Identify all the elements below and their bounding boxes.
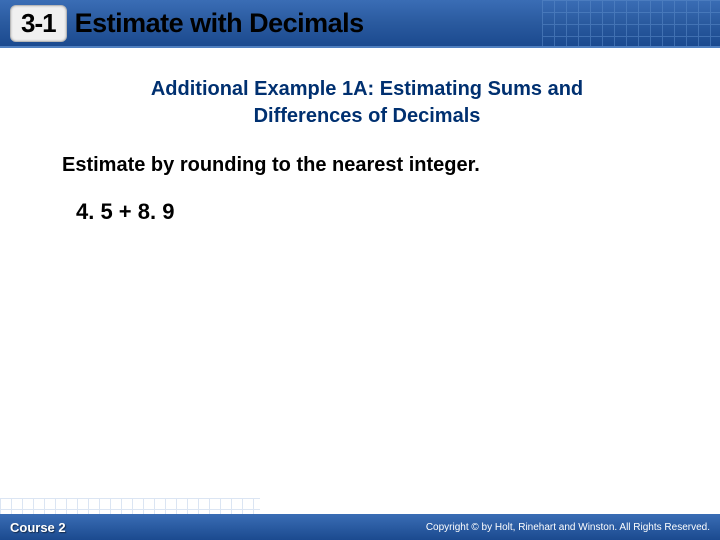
- lesson-number-badge: 3-1: [10, 5, 67, 42]
- lesson-title: Estimate with Decimals: [75, 8, 364, 39]
- slide-footer: Course 2 Copyright © by Holt, Rinehart a…: [0, 514, 720, 540]
- copyright-label: Copyright © by Holt, Rinehart and Winsto…: [426, 522, 710, 533]
- course-label: Course 2: [10, 520, 66, 535]
- lesson-header: 3-1 Estimate with Decimals: [0, 0, 720, 48]
- copyright-text: Copyright © by Holt, Rinehart and Winsto…: [426, 522, 710, 533]
- footer-grid-decoration: [0, 498, 260, 514]
- example-title: Additional Example 1A: Estimating Sums a…: [62, 76, 672, 130]
- math-problem: 4. 5 + 8. 9: [76, 199, 672, 225]
- example-title-line2: Differences of Decimals: [82, 103, 652, 130]
- example-title-line1: Additional Example 1A: Estimating Sums a…: [82, 76, 652, 103]
- header-grid-decoration: [542, 0, 720, 46]
- slide-content: Additional Example 1A: Estimating Sums a…: [0, 48, 720, 225]
- instruction-text: Estimate by rounding to the nearest inte…: [62, 154, 672, 177]
